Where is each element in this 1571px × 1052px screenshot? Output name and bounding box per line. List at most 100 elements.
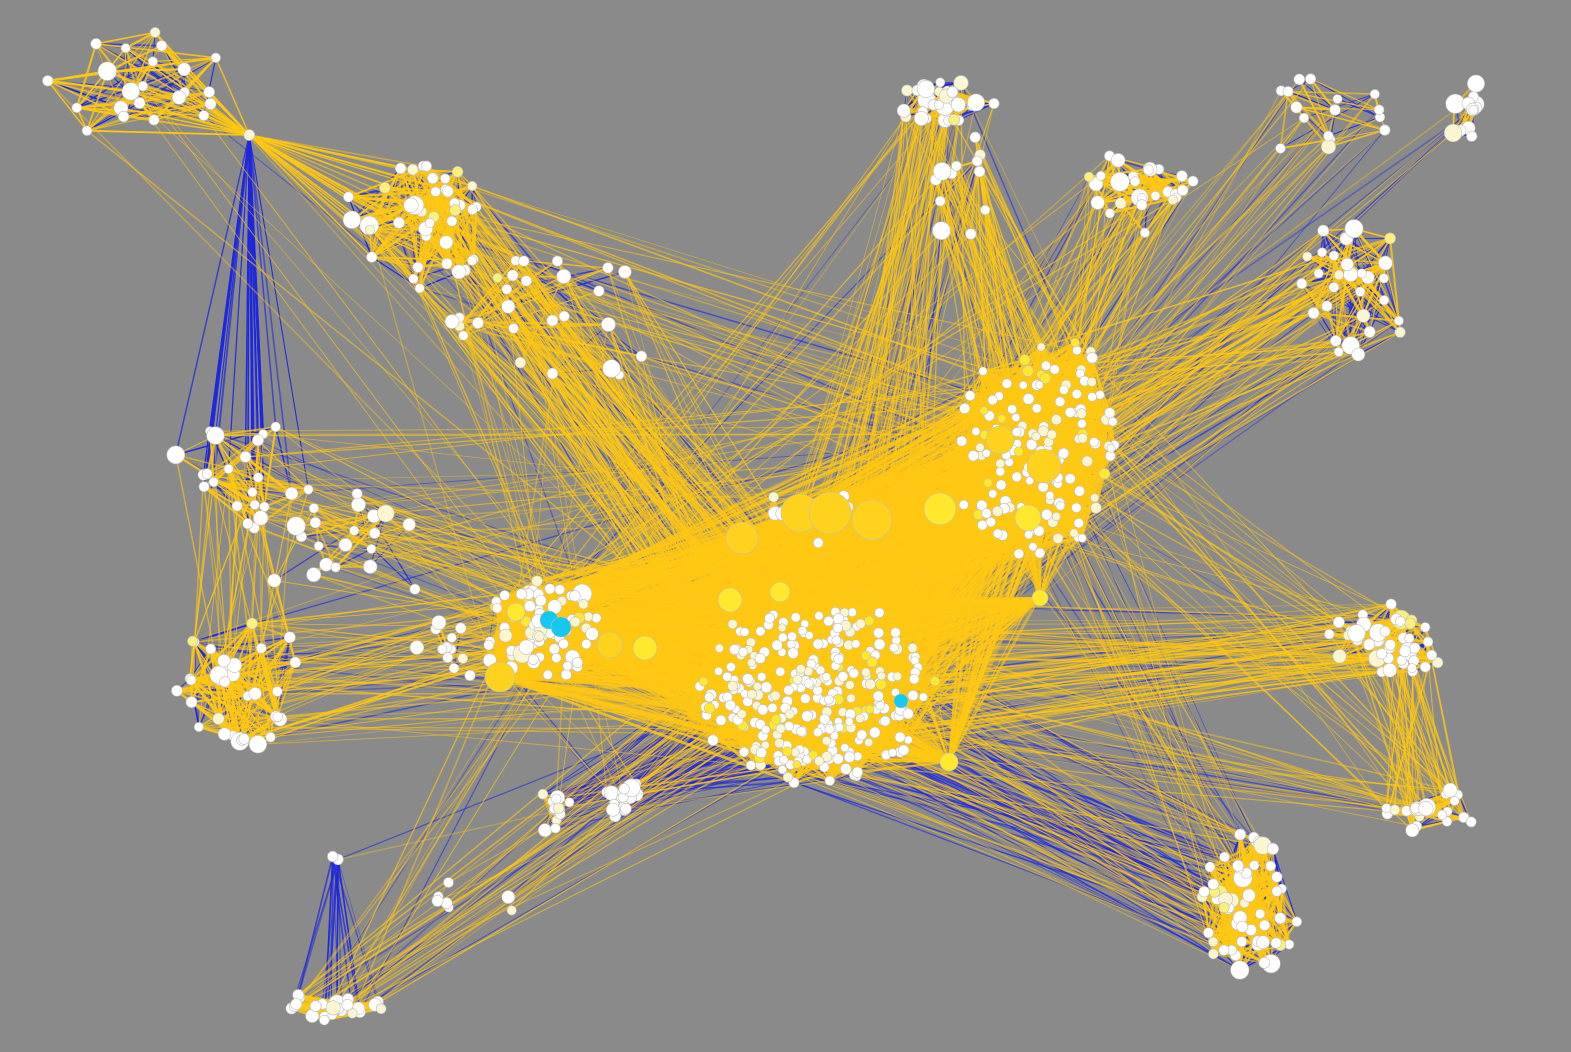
graph-node[interactable] — [894, 731, 906, 743]
graph-node[interactable] — [403, 197, 419, 213]
graph-node[interactable] — [1208, 936, 1219, 947]
graph-node[interactable] — [967, 450, 979, 462]
graph-node[interactable] — [309, 1000, 322, 1012]
cyan-3[interactable] — [893, 693, 909, 709]
graph-node[interactable] — [814, 611, 824, 621]
graph-node[interactable] — [1236, 936, 1248, 947]
graph-node[interactable] — [508, 323, 519, 334]
graph-node[interactable] — [407, 163, 419, 176]
graph-node[interactable] — [252, 434, 264, 447]
graph-node[interactable] — [267, 573, 282, 588]
graph-node[interactable] — [851, 766, 864, 778]
graph-node[interactable] — [844, 717, 854, 726]
graph-node[interactable] — [724, 699, 737, 712]
graph-node[interactable] — [1333, 616, 1345, 629]
graph-node[interactable] — [727, 680, 738, 692]
graph-node[interactable] — [271, 686, 283, 697]
graph-node[interactable] — [830, 731, 839, 741]
hub-15[interactable] — [939, 752, 959, 772]
graph-node[interactable] — [319, 1014, 330, 1026]
graph-node[interactable] — [796, 726, 807, 737]
graph-node[interactable] — [1136, 199, 1148, 211]
hub-2[interactable] — [808, 491, 852, 535]
graph-node[interactable] — [1293, 73, 1306, 86]
graph-node[interactable] — [166, 445, 186, 465]
graph-node[interactable] — [1230, 960, 1250, 980]
hub-12[interactable] — [717, 587, 743, 613]
graph-node[interactable] — [1351, 347, 1366, 362]
graph-node[interactable] — [343, 191, 354, 203]
graph-node[interactable] — [147, 56, 158, 67]
graph-node[interactable] — [892, 671, 902, 682]
graph-node[interactable] — [1378, 255, 1393, 271]
graph-node[interactable] — [548, 643, 560, 655]
graph-node[interactable] — [779, 755, 789, 765]
graph-node[interactable] — [1379, 124, 1391, 136]
graph-node[interactable] — [319, 557, 334, 572]
hub-6[interactable] — [1026, 448, 1062, 484]
graph-node[interactable] — [71, 102, 83, 114]
graph-node[interactable] — [259, 501, 270, 512]
graph-node[interactable] — [193, 721, 204, 732]
graph-node[interactable] — [97, 61, 117, 81]
graph-node[interactable] — [1378, 273, 1389, 284]
graph-node[interactable] — [1069, 528, 1079, 538]
graph-node[interactable] — [792, 760, 802, 769]
graph-node[interactable] — [866, 656, 878, 668]
graph-node[interactable] — [764, 612, 775, 624]
graph-node[interactable] — [1104, 208, 1115, 219]
graph-node[interactable] — [542, 669, 553, 680]
graph-node[interactable] — [246, 617, 258, 630]
graph-node[interactable] — [1013, 548, 1025, 559]
graph-node[interactable] — [698, 676, 709, 687]
graph-node[interactable] — [845, 680, 855, 690]
graph-node[interactable] — [1404, 617, 1416, 630]
graph-node[interactable] — [1052, 533, 1064, 544]
graph-node[interactable] — [929, 675, 941, 687]
graph-node[interactable] — [997, 414, 1007, 424]
graph-node[interactable] — [856, 729, 868, 741]
graph-node[interactable] — [738, 746, 750, 758]
graph-node[interactable] — [1041, 360, 1052, 371]
graph-node[interactable] — [887, 748, 897, 758]
graph-node[interactable] — [864, 678, 876, 690]
graph-node[interactable] — [786, 639, 796, 649]
graph-node[interactable] — [431, 895, 444, 907]
graph-node[interactable] — [117, 110, 130, 123]
graph-node[interactable] — [1087, 392, 1097, 402]
graph-node[interactable] — [424, 218, 435, 229]
graph-node[interactable] — [347, 1008, 358, 1019]
graph-node[interactable] — [1344, 219, 1364, 239]
graph-node[interactable] — [918, 692, 928, 702]
graph-node[interactable] — [467, 255, 478, 266]
graph-node[interactable] — [782, 746, 793, 757]
graph-node[interactable] — [366, 544, 377, 554]
graph-node[interactable] — [376, 504, 395, 523]
graph-node[interactable] — [1034, 380, 1044, 390]
graph-node[interactable] — [446, 215, 458, 227]
graph-node[interactable] — [951, 160, 962, 172]
graph-node[interactable] — [703, 702, 716, 714]
graph-node[interactable] — [253, 510, 269, 526]
graph-node[interactable] — [848, 668, 860, 679]
graph-node[interactable] — [120, 43, 131, 53]
graph-node[interactable] — [342, 210, 362, 229]
graph-node[interactable] — [443, 877, 454, 888]
graph-node[interactable] — [618, 783, 630, 795]
graph-node[interactable] — [472, 317, 484, 329]
graph-node[interactable] — [1381, 803, 1392, 814]
graph-node[interactable] — [501, 299, 516, 314]
graph-node[interactable] — [430, 186, 441, 197]
graph-node[interactable] — [914, 111, 929, 126]
graph-node[interactable] — [185, 674, 197, 686]
graph-node[interactable] — [1022, 365, 1034, 377]
graph-node[interactable] — [745, 760, 756, 771]
graph-node[interactable] — [137, 80, 149, 92]
graph-node[interactable] — [270, 421, 281, 433]
graph-node[interactable] — [1443, 123, 1463, 143]
graph-node[interactable] — [1107, 416, 1118, 427]
graph-node[interactable] — [1232, 859, 1244, 872]
graph-node[interactable] — [185, 696, 198, 708]
graph-node[interactable] — [556, 268, 572, 284]
graph-node[interactable] — [1317, 224, 1330, 237]
